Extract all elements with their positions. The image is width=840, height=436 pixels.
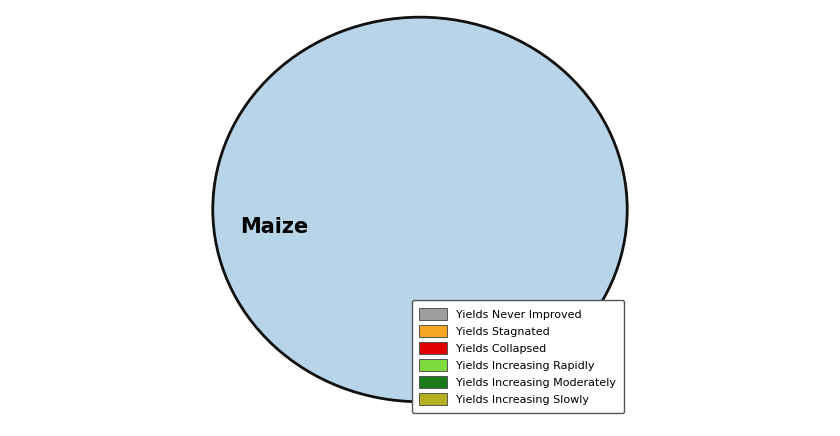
Legend: Yields Never Improved, Yields Stagnated, Yields Collapsed, Yields Increasing Rap: Yields Never Improved, Yields Stagnated,…: [412, 300, 624, 413]
Text: Maize: Maize: [240, 217, 309, 237]
Ellipse shape: [213, 17, 627, 402]
